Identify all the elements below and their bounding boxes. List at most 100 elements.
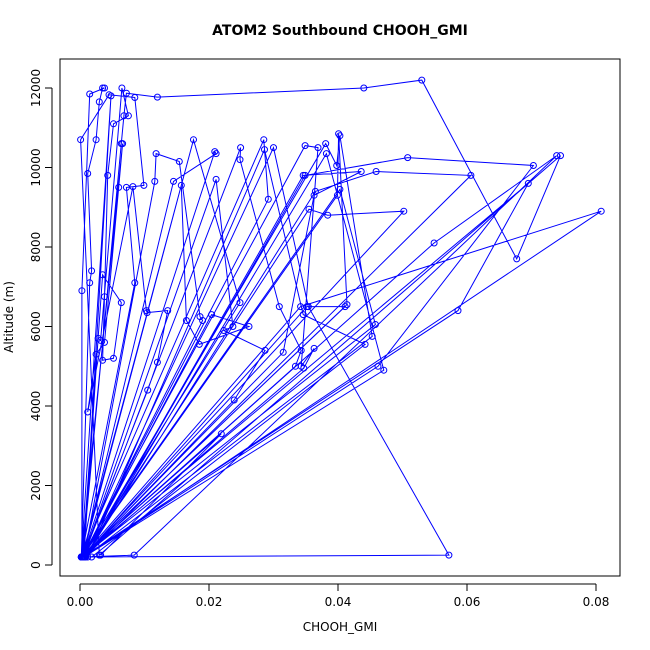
data-point [115,183,123,191]
data-point [322,150,330,158]
y-tick-label: 4000 [29,391,43,422]
data-point [236,299,244,307]
data-point [101,338,108,346]
y-tick-label: 0 [29,561,43,569]
data-point [101,293,108,301]
data-point [151,177,159,185]
data-point [212,175,220,183]
data-point [164,307,172,315]
data-point [86,279,94,287]
data-point [297,346,305,354]
x-axis: 0.00 0.02 0.04 0.06 0.08 [67,583,609,609]
data-point [261,146,268,154]
data-point [513,255,521,263]
data-point [301,142,309,150]
data-point [371,321,379,328]
data-point [360,84,368,92]
data-point [140,181,148,189]
data-point [217,430,225,438]
data-point [143,309,151,317]
data-point [99,271,107,279]
data-point [101,84,108,92]
y-tick-label: 10000 [29,148,43,186]
series-line [79,79,602,559]
data-point [81,553,88,561]
data-point [454,307,462,315]
data-point [445,551,453,559]
data-point [297,303,305,311]
data-point [97,551,105,559]
data-point [212,150,220,158]
data-point [152,150,160,158]
data-point [211,148,219,156]
data-point [88,267,96,275]
data-point [311,187,319,195]
data-point [122,183,130,191]
y-tick-label: 12000 [29,69,43,107]
x-tick-label: 0.06 [454,595,481,609]
data-point [105,91,113,99]
data-point [270,144,277,152]
data-point [84,170,92,177]
series-layer [77,76,605,561]
x-tick-label: 0.04 [325,595,352,609]
y-axis: 0 2000 4000 6000 8000 10000 12000 [29,69,53,569]
data-point [199,317,207,324]
data-point [380,366,388,374]
data-point [84,408,92,416]
data-point [131,279,139,287]
data-point [190,136,197,144]
data-point [230,396,238,404]
data-point [110,120,117,128]
data-point [343,301,351,309]
data-point [208,311,216,319]
data-point [220,327,228,334]
data-point [236,156,244,164]
data-point [99,356,107,364]
data-point [333,191,341,199]
data-point [310,344,318,352]
data-point [95,98,103,106]
data-point [170,177,177,185]
data-point [357,168,365,175]
data-point [237,144,245,152]
data-point [97,336,105,344]
data-point [305,205,313,213]
data-point [153,358,161,366]
data-point [430,239,438,247]
data-point [400,207,408,215]
data-point [597,207,605,215]
data-point [529,162,537,169]
data-point [322,140,330,148]
data-point [264,195,272,203]
x-tick-label: 0.02 [196,595,223,609]
y-tick-label: 2000 [29,470,43,501]
data-point [104,171,112,179]
data-point [336,185,344,193]
data-point [177,181,185,189]
data-point [92,136,100,144]
data-point [299,311,307,319]
data-point [300,364,308,372]
data-point [195,340,203,348]
data-point [229,323,237,330]
y-tick-label: 6000 [29,311,43,342]
data-point [124,112,132,120]
data-point [182,317,190,324]
data-point [153,93,161,101]
x-axis-title: CHOOH_GMI [303,620,378,634]
y-axis-title: Altitude (m) [2,281,16,353]
data-point [368,332,376,340]
data-point [557,152,564,160]
y-tick-label: 8000 [29,232,43,263]
data-point [324,211,332,219]
data-point [333,162,341,169]
data-point [299,171,307,179]
data-point [404,154,412,162]
data-point [99,84,107,92]
data-point [553,152,561,160]
data-point [77,136,85,144]
data-point [341,303,349,311]
data-point [92,350,100,358]
